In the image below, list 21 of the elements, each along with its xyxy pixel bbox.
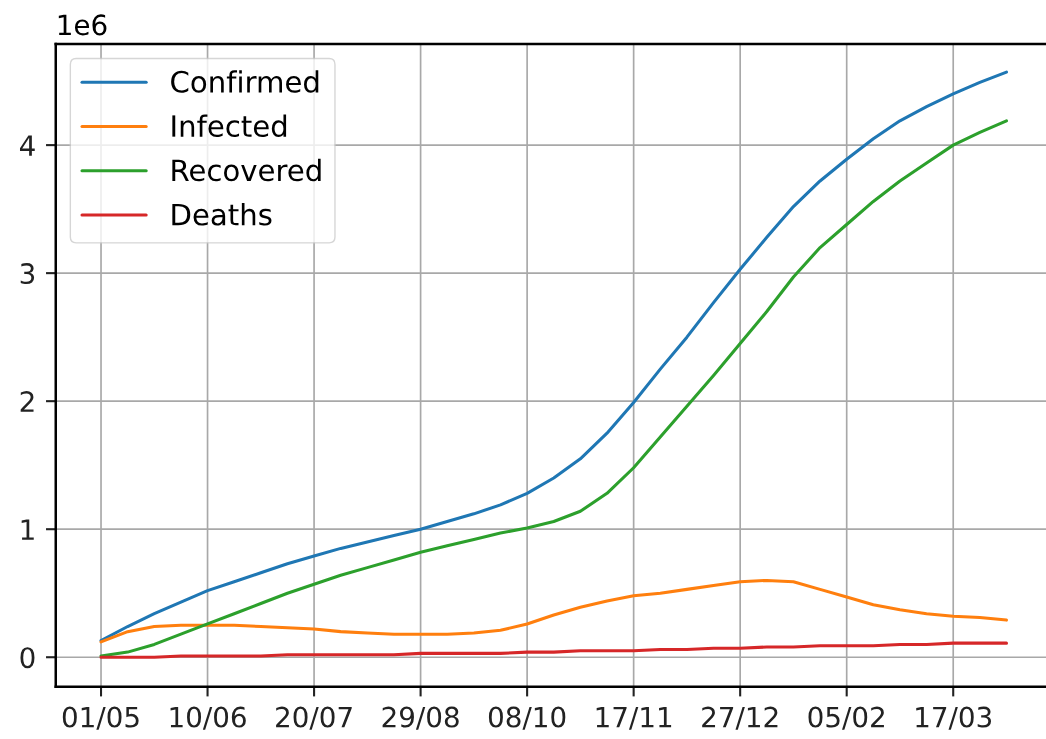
y-tick-label: 3 [20, 263, 35, 285]
legend-label: Confirmed [171, 70, 319, 93]
x-tick-label: 17/11 [596, 706, 672, 730]
legend-label: Recovered [172, 158, 321, 182]
x-tick-label: 29/08 [382, 706, 459, 730]
x-tick-label: 10/06 [170, 706, 246, 730]
y-tick-label: 1 [21, 519, 34, 540]
x-tick-label: 08/10 [488, 706, 566, 730]
legend-label: Infected [172, 114, 287, 138]
x-tick-label: 20/07 [276, 706, 352, 730]
text: 1e6 [58, 14, 107, 36]
y-tick-label: 2 [20, 391, 34, 412]
line-series [99, 641, 1009, 659]
y-tick-label: 4 [19, 135, 35, 156]
x-tick-label: 17/03 [916, 706, 992, 730]
y-tick-label: 0 [20, 647, 35, 669]
x-tick-label: 05/02 [808, 706, 884, 730]
line-series [99, 578, 1009, 644]
x-tick-label: 27/12 [702, 706, 778, 730]
legend-label: Deaths [172, 203, 272, 226]
x-tick-label: 01/05 [62, 706, 139, 730]
